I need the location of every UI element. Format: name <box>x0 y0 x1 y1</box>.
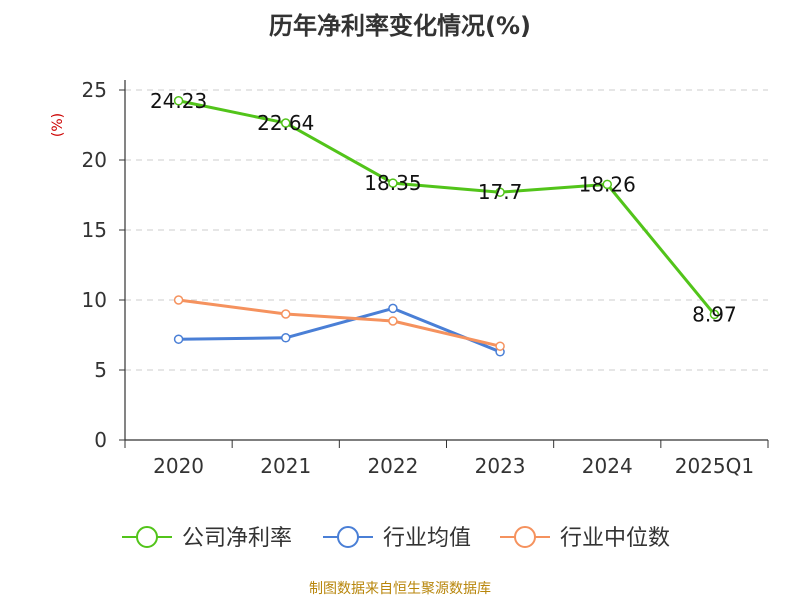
data-point <box>388 316 398 326</box>
data-point <box>173 96 184 106</box>
series-line-1 <box>178 99 716 316</box>
y-axis-label: (%) <box>50 113 66 137</box>
data-label: 18.35 <box>364 171 421 195</box>
data-point <box>173 295 184 305</box>
x-tick-label: 2020 <box>153 454 204 478</box>
legend-marker <box>514 526 536 548</box>
data-label: 8.97 <box>692 302 737 326</box>
data-point <box>709 309 720 320</box>
data-point <box>281 118 291 128</box>
data-point <box>173 334 184 344</box>
data-point <box>495 341 505 351</box>
data-point <box>602 179 612 190</box>
data-point <box>281 333 291 343</box>
data-point <box>281 309 291 319</box>
y-tick-label: 25 <box>82 78 107 102</box>
data-source-footer: 制图数据来自恒生聚源数据库 <box>309 581 491 597</box>
chart-title: 历年净利率变化情况(%) <box>269 12 531 40</box>
data-point <box>495 187 505 197</box>
x-tick-label: 2024 <box>582 454 633 478</box>
data-point <box>388 178 398 188</box>
y-tick-label: 0 <box>94 428 107 452</box>
series-line-2 <box>178 306 501 354</box>
data-label: 22.64 <box>257 111 314 135</box>
legend-label: 公司净利率 <box>182 526 292 551</box>
x-tick-label: 2021 <box>260 454 311 478</box>
y-tick-label: 5 <box>94 358 107 382</box>
x-tick-label: 2022 <box>367 454 418 478</box>
y-tick-label: 10 <box>82 288 107 312</box>
legend-marker <box>136 526 158 548</box>
data-label: 24.23 <box>150 89 207 113</box>
data-point <box>388 303 398 314</box>
legend-label: 行业中位数 <box>560 526 670 551</box>
x-tick-label: 2023 <box>475 454 526 478</box>
legend-marker <box>337 526 359 548</box>
data-label: 18.26 <box>579 172 636 196</box>
data-label: 17.7 <box>478 180 523 204</box>
x-tick-label: 2025Q1 <box>675 454 754 478</box>
y-tick-label: 15 <box>82 218 107 242</box>
series-line-3 <box>178 298 501 348</box>
legend-label: 行业均值 <box>383 526 471 551</box>
y-tick-label: 20 <box>82 148 107 172</box>
